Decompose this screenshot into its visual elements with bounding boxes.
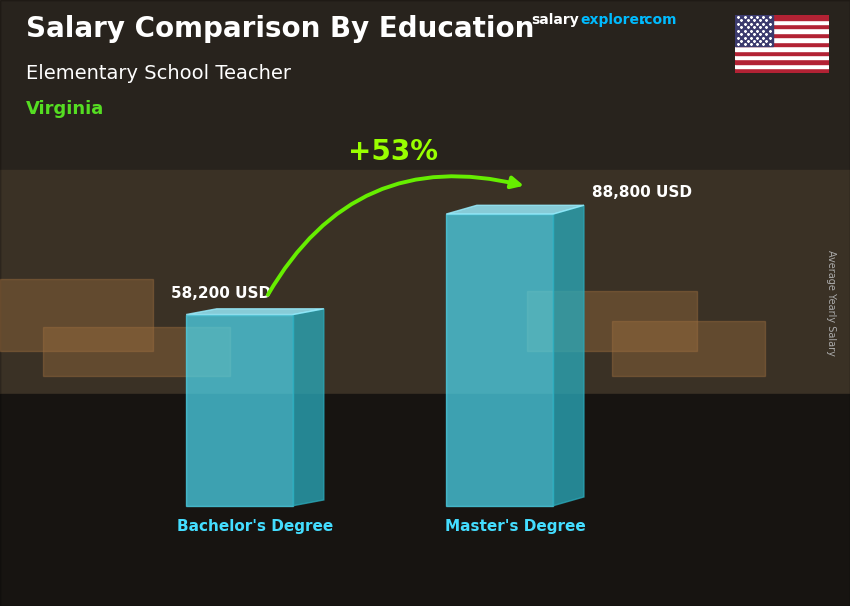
Text: .com: .com	[639, 13, 677, 27]
Polygon shape	[186, 309, 324, 315]
Bar	[735, 55, 829, 59]
Bar	[0, 170, 850, 394]
Bar	[735, 50, 829, 55]
Text: Salary Comparison By Education: Salary Comparison By Education	[26, 15, 534, 43]
Text: Bachelor's Degree: Bachelor's Degree	[177, 519, 333, 534]
Bar	[735, 24, 829, 28]
Bar	[735, 15, 829, 19]
Bar	[42, 327, 230, 376]
Polygon shape	[553, 205, 584, 505]
Polygon shape	[446, 205, 584, 214]
Bar	[612, 321, 765, 376]
Text: explorer: explorer	[581, 13, 647, 27]
Bar	[735, 15, 773, 46]
Text: 58,200 USD: 58,200 USD	[171, 286, 271, 301]
Bar	[527, 291, 697, 351]
Text: 88,800 USD: 88,800 USD	[592, 185, 692, 200]
Bar	[0, 0, 850, 170]
Bar	[0, 394, 850, 606]
Text: Virginia: Virginia	[26, 100, 104, 118]
Text: +53%: +53%	[348, 138, 438, 166]
Bar	[735, 42, 829, 46]
Text: salary: salary	[531, 13, 579, 27]
Bar	[735, 38, 829, 42]
Bar	[735, 59, 829, 64]
Bar	[0, 279, 153, 351]
Bar	[446, 214, 553, 505]
Polygon shape	[293, 309, 324, 505]
Bar	[735, 19, 829, 24]
Bar	[735, 68, 829, 73]
Bar	[735, 46, 829, 50]
Text: Elementary School Teacher: Elementary School Teacher	[26, 64, 291, 82]
Text: Average Yearly Salary: Average Yearly Salary	[826, 250, 836, 356]
Bar	[735, 33, 829, 38]
Bar	[735, 64, 829, 68]
Text: Master's Degree: Master's Degree	[445, 519, 586, 534]
Bar	[735, 28, 829, 33]
Bar	[186, 315, 293, 505]
